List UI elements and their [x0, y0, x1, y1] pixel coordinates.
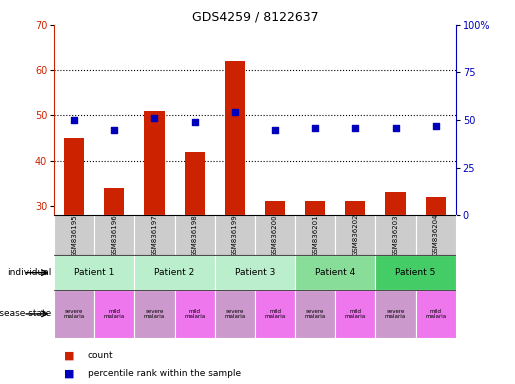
Bar — [375, 290, 416, 338]
Text: GSM836204: GSM836204 — [433, 214, 439, 257]
Bar — [345, 202, 365, 215]
Bar — [54, 290, 94, 338]
Bar — [134, 215, 175, 255]
Bar — [134, 255, 215, 290]
Text: severe
malaria: severe malaria — [144, 308, 165, 319]
Text: Patient 1: Patient 1 — [74, 268, 114, 277]
Text: mild
malaria: mild malaria — [264, 308, 286, 319]
Text: count: count — [88, 351, 113, 360]
Text: GSM836202: GSM836202 — [352, 214, 358, 257]
Bar — [305, 202, 325, 215]
Bar — [215, 215, 255, 255]
Point — [70, 117, 78, 123]
Text: GSM836198: GSM836198 — [192, 214, 198, 257]
Text: GSM836199: GSM836199 — [232, 214, 238, 257]
Bar — [104, 188, 124, 215]
Text: GSM836203: GSM836203 — [392, 214, 399, 257]
Text: severe
malaria: severe malaria — [304, 308, 326, 319]
Bar — [54, 215, 94, 255]
Point — [231, 109, 239, 116]
Point — [110, 126, 118, 132]
Text: individual: individual — [7, 268, 52, 277]
Text: disease state: disease state — [0, 310, 52, 318]
Bar — [134, 290, 175, 338]
Text: Patient 4: Patient 4 — [315, 268, 355, 277]
Bar — [425, 197, 445, 215]
Bar — [215, 290, 255, 338]
Point — [432, 122, 440, 129]
Bar — [265, 202, 285, 215]
Point — [271, 126, 279, 132]
Bar — [64, 138, 84, 215]
Bar — [295, 215, 335, 255]
Bar — [175, 290, 215, 338]
Text: ■: ■ — [64, 368, 75, 378]
Bar — [94, 290, 134, 338]
Text: Patient 3: Patient 3 — [235, 268, 275, 277]
Text: GSM836197: GSM836197 — [151, 214, 158, 257]
Point — [351, 124, 359, 131]
Bar — [295, 290, 335, 338]
Bar — [184, 152, 204, 215]
Text: severe
malaria: severe malaria — [63, 308, 85, 319]
Text: mild
malaria: mild malaria — [345, 308, 366, 319]
Point — [150, 115, 159, 121]
Bar — [375, 255, 456, 290]
Bar — [54, 255, 134, 290]
Bar — [144, 111, 164, 215]
Text: mild
malaria: mild malaria — [184, 308, 205, 319]
Text: mild
malaria: mild malaria — [104, 308, 125, 319]
Text: percentile rank within the sample: percentile rank within the sample — [88, 369, 241, 378]
Text: severe
malaria: severe malaria — [224, 308, 246, 319]
Point — [311, 124, 319, 131]
Bar — [416, 290, 456, 338]
Bar — [255, 215, 295, 255]
Bar — [94, 215, 134, 255]
Text: GSM836195: GSM836195 — [71, 214, 77, 257]
Text: severe
malaria: severe malaria — [385, 308, 406, 319]
Text: GSM836201: GSM836201 — [312, 214, 318, 257]
Text: GSM836196: GSM836196 — [111, 214, 117, 257]
Bar — [295, 255, 375, 290]
Title: GDS4259 / 8122637: GDS4259 / 8122637 — [192, 11, 318, 24]
Bar — [335, 215, 375, 255]
Bar — [175, 215, 215, 255]
Text: Patient 2: Patient 2 — [154, 268, 195, 277]
Text: mild
malaria: mild malaria — [425, 308, 447, 319]
Bar — [255, 290, 295, 338]
Text: ■: ■ — [64, 350, 75, 360]
Bar — [335, 290, 375, 338]
Point — [191, 119, 199, 125]
Bar — [416, 215, 456, 255]
Point — [391, 124, 400, 131]
Bar — [375, 215, 416, 255]
Text: Patient 5: Patient 5 — [396, 268, 436, 277]
Text: GSM836200: GSM836200 — [272, 214, 278, 257]
Bar — [225, 61, 245, 215]
Bar — [385, 192, 405, 215]
Bar — [215, 255, 295, 290]
